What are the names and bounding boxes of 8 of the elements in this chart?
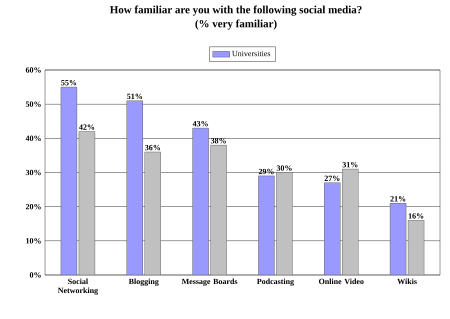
bar (126, 100, 143, 275)
bar (390, 203, 406, 275)
bar (258, 176, 275, 275)
bar (192, 128, 209, 275)
chart-subtitle: (% very familiar) (195, 20, 277, 30)
bar (60, 86, 78, 275)
bar (324, 182, 340, 275)
chart-title: How familiar are you with the following social media? (110, 6, 362, 16)
